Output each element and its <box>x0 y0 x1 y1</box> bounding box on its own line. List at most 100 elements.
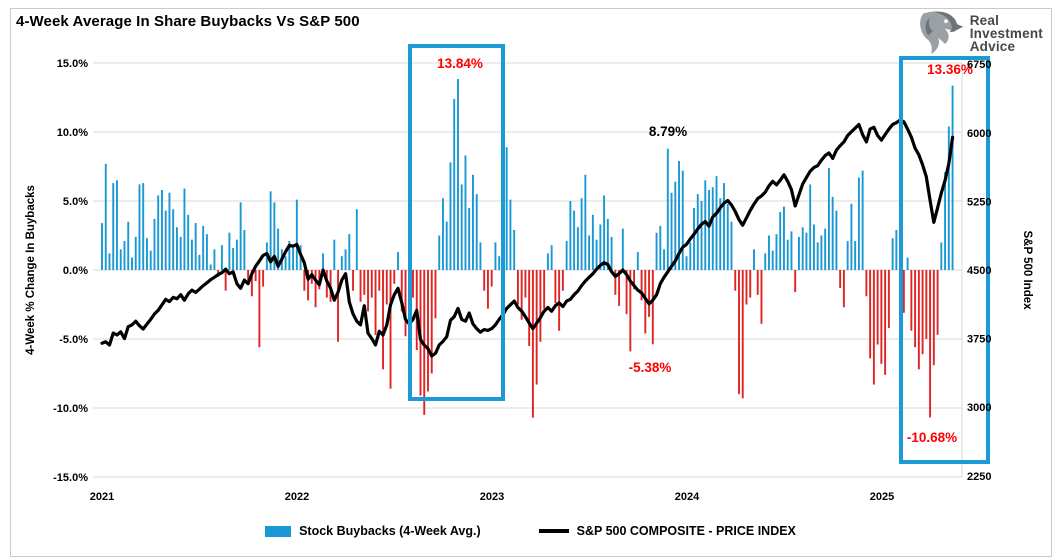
buyback-bar-positive <box>576 227 579 270</box>
buyback-bar-negative <box>516 270 519 305</box>
right-axis-tick: 6000 <box>967 128 991 140</box>
buyback-bar-positive <box>445 221 448 270</box>
buyback-bar-negative <box>378 270 381 291</box>
buyback-bar-positive <box>344 249 347 270</box>
buyback-bar-negative <box>756 270 759 295</box>
buyback-bar-negative <box>880 270 883 364</box>
buyback-bar-positive <box>164 210 167 270</box>
brand-line-3: Advice <box>969 38 1016 54</box>
buyback-bar-negative <box>404 270 407 337</box>
buyback-bar-negative <box>914 270 917 348</box>
buyback-bar-negative <box>382 270 384 370</box>
buyback-bar-positive <box>104 163 107 270</box>
right-axis-tick: 4500 <box>967 265 991 277</box>
buyback-bar-negative <box>884 270 887 375</box>
buyback-bar-negative <box>363 270 366 295</box>
buyback-bar-negative <box>524 270 527 298</box>
buyback-bar-positive <box>475 194 478 270</box>
buyback-bar-positive <box>674 181 677 270</box>
buyback-bar-negative <box>352 270 354 291</box>
buyback-bar-negative <box>558 270 561 331</box>
buyback-bar-positive <box>895 229 898 270</box>
buyback-bar-positive <box>606 218 609 270</box>
buyback-bar-positive <box>779 212 782 270</box>
buyback-bar-positive <box>655 232 658 270</box>
left-axis-tick: -10.0% <box>53 403 88 415</box>
brand-line-2: Investment <box>969 25 1043 41</box>
buyback-bar-positive <box>569 201 572 270</box>
buyback-bar-positive <box>850 203 853 270</box>
legend-item-sp500: S&P 500 COMPOSITE - PRICE INDEX <box>538 524 796 538</box>
buyback-bar-negative <box>370 270 373 298</box>
buyback-bar-positive <box>801 227 804 270</box>
buyback-bar-positive <box>220 245 223 270</box>
buyback-bar-positive <box>168 192 171 270</box>
buyback-bar-positive <box>891 238 894 270</box>
buyback-bar-positive <box>768 235 770 270</box>
buyback-bar-positive <box>906 257 909 270</box>
buyback-bar-positive <box>288 241 291 270</box>
buyback-bar-positive <box>704 180 707 270</box>
buyback-bar-positive <box>790 231 793 270</box>
chart-title: 4-Week Average In Share Buybacks Vs S&P … <box>16 13 360 30</box>
buyback-bar-positive <box>595 239 598 270</box>
buyback-bar-negative <box>644 270 647 334</box>
x-axis-tick: 2021 <box>90 491 114 503</box>
right-axis-tick: 3000 <box>967 402 991 414</box>
buyback-bar-negative <box>258 270 261 348</box>
buyback-bar-negative <box>869 270 872 359</box>
buyback-bar-positive <box>108 253 111 270</box>
buyback-bar-positive <box>397 252 399 270</box>
annotation: -10.68% <box>907 430 957 445</box>
buyback-bar-positive <box>580 198 583 270</box>
buyback-bar-positive <box>138 184 141 270</box>
buyback-bar-positive <box>142 183 145 270</box>
buyback-bar-positive <box>116 180 118 270</box>
buyback-bar-positive <box>513 229 516 270</box>
buyback-bar-positive <box>131 257 133 270</box>
buyback-bar-positive <box>273 202 276 270</box>
buyback-bar-negative <box>539 270 542 342</box>
buyback-bar-positive <box>685 256 688 270</box>
buyback-bar-positive <box>239 202 242 270</box>
x-axis-tick: 2024 <box>675 491 700 503</box>
buyback-bar-positive <box>771 250 774 270</box>
buyback-bar-negative <box>910 270 913 331</box>
buyback-bar-positive <box>809 184 812 270</box>
buyback-bar-positive <box>730 221 733 270</box>
buyback-bar-positive <box>284 256 287 270</box>
buyback-bar-positive <box>753 249 755 270</box>
buyback-bar-positive <box>498 256 501 270</box>
buyback-bar-positive <box>696 194 699 270</box>
buyback-bar-negative <box>872 270 875 385</box>
buyback-bar-negative <box>412 270 414 298</box>
left-axis-tick: 15.0% <box>57 58 88 70</box>
buyback-bar-negative <box>254 270 257 282</box>
buyback-bar-positive <box>846 241 849 270</box>
highlight-box <box>899 56 990 464</box>
buyback-bar-positive <box>659 225 662 270</box>
buyback-bar-negative <box>794 270 797 293</box>
buyback-bar-negative <box>434 270 437 319</box>
annotation: 13.84% <box>437 56 483 71</box>
buyback-bar-negative <box>385 270 388 305</box>
buyback-bar-positive <box>453 98 456 270</box>
buyback-bar-positive <box>322 253 325 270</box>
buyback-bar-negative <box>876 270 879 345</box>
buyback-bar-negative <box>427 270 429 392</box>
buyback-bar-negative <box>490 270 493 287</box>
highlight-box <box>408 44 505 401</box>
buyback-bar-positive <box>947 126 950 270</box>
x-axis-tick: 2022 <box>285 491 309 503</box>
buyback-bar-negative <box>247 270 250 284</box>
buyback-bar-positive <box>494 242 497 270</box>
buyback-bar-positive <box>442 198 444 270</box>
buyback-bar-positive <box>472 174 474 270</box>
buyback-bar-positive <box>681 170 684 270</box>
left-axis-tick: -15.0% <box>53 472 88 484</box>
buyback-bar-negative <box>932 270 935 366</box>
buyback-bar-negative <box>543 270 546 309</box>
buyback-bar-positive <box>179 236 182 270</box>
